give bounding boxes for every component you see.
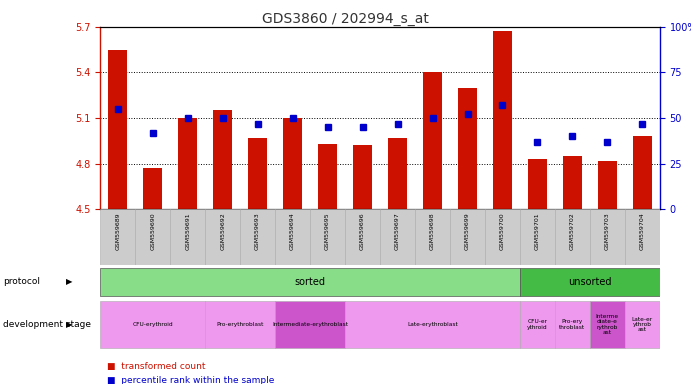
Bar bbox=[485, 209, 520, 265]
Bar bbox=[135, 209, 170, 265]
Bar bbox=[345, 301, 520, 348]
Bar bbox=[205, 301, 275, 348]
Bar bbox=[493, 31, 512, 209]
Bar bbox=[178, 118, 197, 209]
Text: GSM559691: GSM559691 bbox=[185, 212, 190, 250]
Text: GSM559703: GSM559703 bbox=[605, 212, 610, 250]
Text: GSM559690: GSM559690 bbox=[150, 212, 155, 250]
Bar bbox=[213, 111, 232, 209]
Bar bbox=[310, 209, 345, 265]
Bar bbox=[248, 138, 267, 209]
Bar bbox=[520, 209, 555, 265]
Bar bbox=[590, 209, 625, 265]
Bar bbox=[520, 301, 555, 348]
Bar bbox=[590, 301, 625, 348]
Bar bbox=[100, 209, 135, 265]
Bar bbox=[345, 209, 380, 265]
Bar bbox=[633, 136, 652, 209]
Text: GSM559689: GSM559689 bbox=[115, 212, 120, 250]
Text: CFU-er
ythroid: CFU-er ythroid bbox=[527, 319, 548, 330]
Bar bbox=[170, 209, 205, 265]
Text: GSM559704: GSM559704 bbox=[640, 212, 645, 250]
Text: GSM559696: GSM559696 bbox=[360, 212, 365, 250]
Bar bbox=[240, 209, 275, 265]
Bar bbox=[555, 301, 590, 348]
Bar bbox=[528, 159, 547, 209]
Text: development stage: development stage bbox=[3, 320, 91, 329]
Text: Late-er
ythrob
ast: Late-er ythrob ast bbox=[632, 316, 653, 333]
Bar bbox=[143, 168, 162, 209]
Text: sorted: sorted bbox=[294, 277, 325, 287]
Bar bbox=[275, 301, 345, 348]
Bar bbox=[380, 209, 415, 265]
Text: ▶: ▶ bbox=[66, 277, 72, 286]
Bar bbox=[423, 73, 442, 209]
Text: CFU-erythroid: CFU-erythroid bbox=[133, 322, 173, 327]
Text: ■  percentile rank within the sample: ■ percentile rank within the sample bbox=[107, 376, 274, 384]
Bar bbox=[353, 146, 372, 209]
Text: GSM559693: GSM559693 bbox=[255, 212, 260, 250]
Text: GSM559697: GSM559697 bbox=[395, 212, 400, 250]
Bar bbox=[205, 209, 240, 265]
Bar bbox=[458, 88, 477, 209]
Text: Interme
diate-e
rythrob
ast: Interme diate-e rythrob ast bbox=[596, 314, 619, 335]
Bar bbox=[318, 144, 337, 209]
Text: protocol: protocol bbox=[3, 277, 41, 286]
Bar bbox=[450, 209, 485, 265]
Text: GSM559694: GSM559694 bbox=[290, 212, 295, 250]
Text: GSM559701: GSM559701 bbox=[535, 212, 540, 250]
Text: GSM559699: GSM559699 bbox=[465, 212, 470, 250]
Bar bbox=[555, 209, 590, 265]
Bar bbox=[100, 301, 205, 348]
Text: Late-erythroblast: Late-erythroblast bbox=[407, 322, 458, 327]
Bar bbox=[108, 50, 127, 209]
Bar bbox=[563, 156, 582, 209]
Text: ■  transformed count: ■ transformed count bbox=[107, 362, 206, 371]
Bar bbox=[625, 301, 660, 348]
Bar bbox=[275, 209, 310, 265]
Bar bbox=[520, 268, 660, 296]
Bar bbox=[100, 268, 520, 296]
Bar bbox=[283, 118, 302, 209]
Bar bbox=[388, 138, 407, 209]
Text: Pro-ery
throblast: Pro-ery throblast bbox=[560, 319, 585, 330]
Text: ▶: ▶ bbox=[66, 320, 72, 329]
Bar bbox=[415, 209, 450, 265]
Bar bbox=[598, 161, 617, 209]
Text: GSM559692: GSM559692 bbox=[220, 212, 225, 250]
Text: GSM559700: GSM559700 bbox=[500, 212, 505, 250]
Text: GSM559702: GSM559702 bbox=[570, 212, 575, 250]
Text: Intermediate-erythroblast: Intermediate-erythroblast bbox=[272, 322, 348, 327]
Bar bbox=[625, 209, 660, 265]
Text: unsorted: unsorted bbox=[568, 277, 612, 287]
Text: Pro-erythroblast: Pro-erythroblast bbox=[216, 322, 264, 327]
Text: GSM559698: GSM559698 bbox=[430, 212, 435, 250]
Text: GSM559695: GSM559695 bbox=[325, 212, 330, 250]
Text: GDS3860 / 202994_s_at: GDS3860 / 202994_s_at bbox=[262, 12, 429, 25]
